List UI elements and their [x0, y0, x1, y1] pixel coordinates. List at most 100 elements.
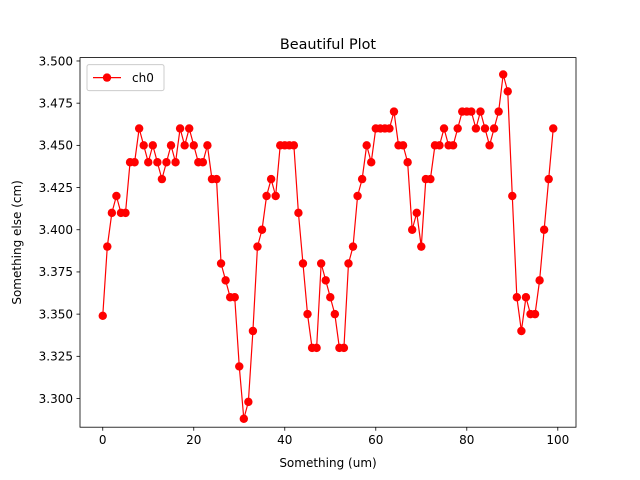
data-point — [103, 242, 112, 251]
data-point — [180, 141, 189, 150]
data-point — [134, 124, 144, 133]
data-point — [212, 174, 221, 184]
data-point — [357, 174, 367, 184]
data-point — [498, 70, 508, 79]
data-point — [489, 124, 499, 133]
data-point — [544, 174, 553, 184]
x-axis-ticks: 0 20 40 60 80 100 — [99, 427, 569, 447]
data-point — [348, 242, 358, 251]
data-point — [535, 276, 544, 285]
data-point — [480, 124, 490, 133]
data-point — [385, 124, 394, 133]
x-tick-label: 60 — [368, 433, 383, 447]
y-tick-label: 3.450 — [39, 139, 73, 153]
data-point — [353, 191, 362, 201]
data-point — [171, 158, 180, 167]
data-point — [426, 174, 435, 184]
legend: ch0 — [86, 64, 165, 92]
data-point — [321, 276, 330, 285]
data-point — [326, 293, 335, 302]
data-point — [266, 174, 276, 184]
y-tick-label: 3.475 — [39, 96, 73, 110]
data-point — [407, 225, 417, 234]
data-point — [521, 293, 531, 302]
data-point — [198, 158, 208, 167]
data-point — [508, 191, 517, 201]
data-point — [439, 124, 449, 133]
data-point — [157, 174, 167, 184]
y-tick-label: 3.375 — [39, 265, 73, 279]
data-point — [417, 242, 426, 251]
data-point — [476, 107, 485, 116]
data-point — [271, 191, 280, 201]
data-point — [367, 158, 376, 167]
data-point — [398, 141, 408, 150]
data-point — [517, 326, 526, 336]
data-point — [485, 141, 494, 150]
data-point — [389, 107, 399, 116]
x-tick-label: 80 — [459, 433, 474, 447]
data-point — [435, 141, 444, 150]
y-axis-ticks: 3.300 3.325 3.350 3.375 3.400 3.425 3.450 3.475… — [39, 54, 80, 406]
legend-frame — [86, 64, 165, 92]
data-point — [144, 158, 153, 167]
data-point — [362, 141, 371, 150]
data-point — [403, 158, 412, 167]
data-point — [530, 309, 540, 319]
data-point — [539, 225, 549, 234]
data-point — [185, 124, 194, 133]
data-point — [298, 259, 308, 268]
legend-entry-ch0: ch0 — [132, 71, 154, 85]
y-tick-label: 3.350 — [39, 307, 73, 321]
data-point — [344, 259, 353, 268]
series-layer — [98, 70, 558, 423]
axes-frame — [79, 57, 577, 428]
data-point — [130, 158, 139, 167]
data-point — [112, 191, 121, 201]
data-point — [139, 141, 148, 150]
data-point — [412, 208, 421, 218]
data-point — [235, 362, 244, 371]
x-axis-label: Something (um) — [279, 456, 376, 470]
chart-title: Beautiful Plot — [280, 37, 377, 53]
data-point — [230, 293, 239, 302]
data-point — [262, 191, 271, 201]
data-point — [216, 259, 226, 268]
data-point — [467, 107, 476, 116]
data-point — [107, 208, 117, 218]
data-point — [148, 141, 158, 150]
data-point — [512, 293, 522, 302]
plot-area — [98, 70, 558, 423]
data-point — [312, 343, 321, 353]
data-point — [248, 326, 258, 336]
y-tick-label: 3.400 — [39, 223, 73, 237]
y-tick-label: 3.425 — [39, 181, 73, 195]
x-tick-label: 20 — [186, 433, 201, 447]
data-point — [203, 141, 212, 150]
data-point — [253, 242, 262, 251]
y-tick-label: 3.325 — [39, 350, 73, 364]
data-point — [453, 124, 462, 133]
data-point — [153, 158, 162, 167]
data-point — [257, 225, 267, 234]
data-point — [244, 397, 253, 407]
data-point — [471, 124, 481, 133]
data-point — [239, 414, 249, 423]
x-tick-label: 40 — [277, 433, 292, 447]
data-point — [503, 87, 512, 96]
data-point — [494, 107, 503, 116]
legend-marker-sample — [102, 73, 112, 82]
data-point — [175, 124, 185, 133]
data-point — [166, 141, 176, 150]
data-point — [294, 208, 303, 218]
data-point — [221, 276, 230, 285]
data-point — [549, 124, 558, 133]
y-tick-label: 3.300 — [39, 392, 73, 406]
x-tick-label: 100 — [546, 433, 569, 447]
data-point — [189, 141, 198, 150]
data-point — [303, 309, 312, 319]
y-tick-label: 3.500 — [39, 54, 73, 68]
data-point — [330, 309, 340, 319]
y-axis-label: Something else (cm) — [10, 180, 24, 305]
